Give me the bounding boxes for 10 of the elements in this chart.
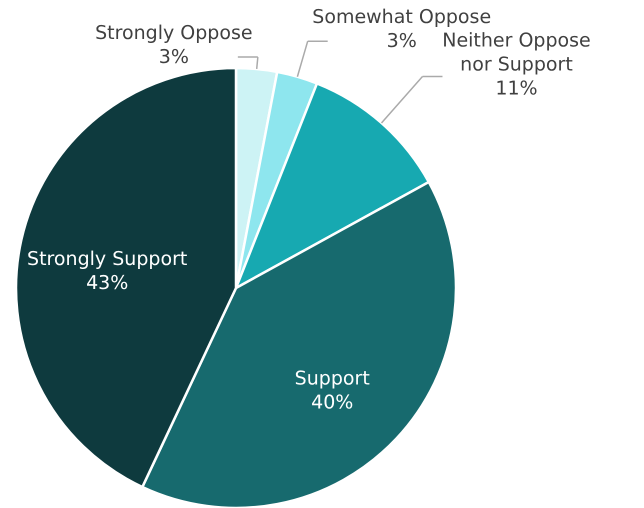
slice-label: Strongly Oppose [95,22,253,44]
data-label: 11% [495,77,538,100]
data-label: 40% [311,391,354,414]
slice-label: Support [294,367,370,390]
slice-label: Strongly Support [27,248,188,270]
data-label: 43% [86,272,128,294]
slice-label: Neither Oppose nor Support [442,29,591,76]
data-label: 3% [386,30,417,52]
slice-label: Somewhat Oppose [312,6,492,28]
data-label: 3% [158,46,189,68]
